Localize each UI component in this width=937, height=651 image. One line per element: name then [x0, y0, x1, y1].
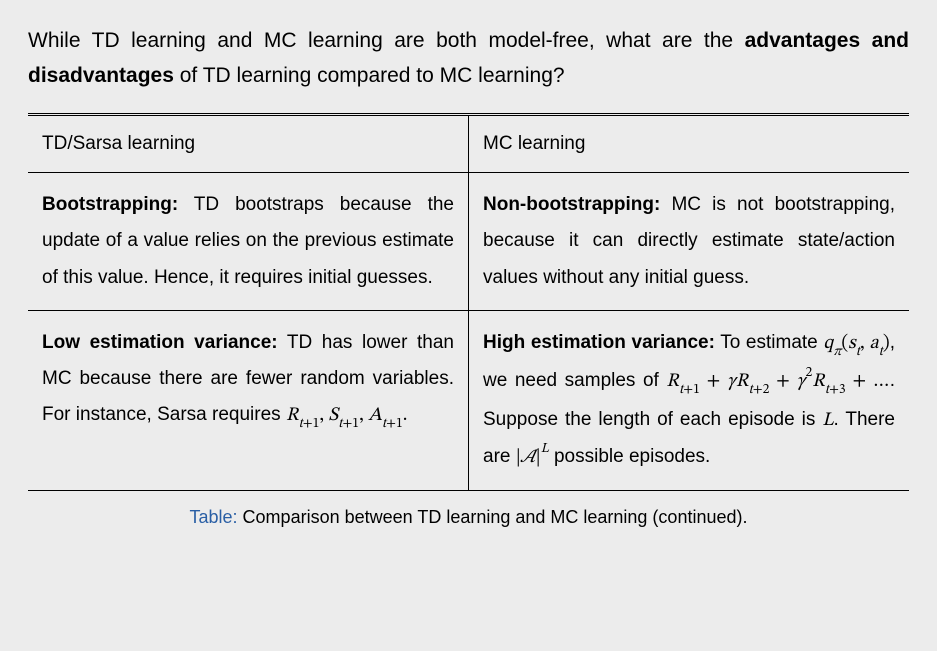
header-left: TD/Sarsa learning [28, 115, 469, 173]
caption-text: Comparison between TD learning and MC le… [238, 507, 748, 527]
row2-right-math2: Rt+1 + γRt+2 + γ2Rt+3 + … [666, 372, 889, 391]
question-text: While TD learning and MC learning are bo… [28, 24, 909, 93]
table-header-row: TD/Sarsa learning MC learning [28, 115, 909, 173]
row2-left-lead: Low estimation variance: [42, 332, 278, 353]
row1-left-lead: Bootstrapping: [42, 194, 178, 215]
header-right: MC learning [469, 115, 910, 173]
cell-bootstrapping-td: Bootstrapping: TD bootstraps because the… [28, 173, 469, 310]
question-post: of TD learning compared to MC learning? [174, 64, 565, 87]
caption-label: Table: [190, 507, 238, 527]
row2-left-math: Rt+1, St+1, At+1. [286, 406, 407, 425]
table-row: Bootstrapping: TD bootstraps because the… [28, 173, 909, 310]
comparison-table: TD/Sarsa learning MC learning Bootstrapp… [28, 113, 909, 491]
row1-right-lead: Non-bootstrapping: [483, 194, 660, 215]
row2-right-lead: High estimation variance: [483, 332, 715, 353]
row2-right-math3: |𝒜|L [516, 448, 549, 467]
question-pre: While TD learning and MC learning are bo… [28, 29, 745, 52]
cell-bootstrapping-mc: Non-bootstrapping: MC is not bootstrappi… [469, 173, 910, 310]
row2-right-body-end: possible episodes. [549, 446, 711, 467]
table-row: Low estimation variance: TD has lower th… [28, 310, 909, 491]
table-caption: Table: Comparison between TD learning an… [28, 507, 909, 528]
row2-right-mathL: L [822, 411, 833, 430]
row2-right-math1: qπ(st, at) [823, 334, 889, 353]
row2-right-body-pre: To estimate [715, 332, 823, 353]
cell-variance-mc: High estimation variance: To estimate qπ… [469, 310, 910, 491]
cell-variance-td: Low estimation variance: TD has lower th… [28, 310, 469, 491]
